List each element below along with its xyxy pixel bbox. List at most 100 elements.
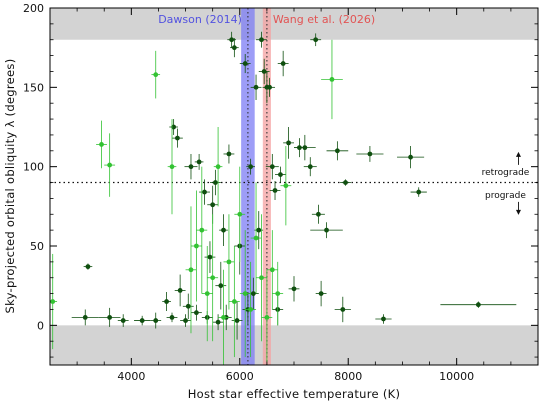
retrograde-arrowhead	[515, 151, 521, 157]
data-point	[194, 310, 199, 316]
y-tick-label: 50	[30, 240, 44, 253]
data-point	[175, 135, 180, 141]
data-point	[261, 69, 267, 74]
data-point	[231, 299, 237, 304]
data-point	[234, 318, 240, 323]
shaded-regions	[50, 8, 538, 365]
data-point	[215, 319, 221, 325]
data-point	[171, 124, 177, 130]
data-point	[231, 45, 237, 51]
data-point	[107, 315, 113, 320]
data-point	[248, 164, 254, 170]
data-point	[316, 211, 321, 217]
data-point	[340, 307, 346, 312]
data-point	[229, 37, 235, 43]
annotations: Dawson (2014) Wang et al. (2026) retrograd…	[158, 13, 530, 215]
data-point	[253, 235, 259, 241]
data-point	[196, 159, 202, 165]
y-tick-label: 150	[23, 81, 44, 94]
data-point	[120, 318, 126, 323]
data-point	[286, 140, 291, 146]
data-point	[50, 299, 56, 304]
axes: 4000 6000 8000 10000 0 50 100 150 200	[23, 2, 538, 383]
band-0	[241, 8, 255, 365]
data-point	[313, 37, 319, 43]
data-point	[275, 291, 281, 296]
data-point	[416, 189, 422, 195]
data-point	[210, 202, 216, 208]
data-point	[212, 180, 218, 185]
data-point	[302, 145, 308, 151]
prograde-label: prograde	[485, 191, 526, 201]
data-points	[50, 31, 517, 365]
data-point	[264, 315, 270, 320]
band-1	[262, 8, 271, 365]
retrograde-label: retrograde	[482, 168, 530, 178]
data-point	[139, 318, 145, 323]
data-point	[278, 172, 283, 178]
data-point	[194, 243, 199, 249]
data-point	[169, 164, 175, 170]
data-point	[169, 315, 175, 320]
data-point	[188, 164, 194, 170]
data-point	[329, 77, 335, 82]
data-point	[272, 188, 278, 193]
data-point	[221, 227, 226, 233]
data-point	[153, 72, 159, 78]
data-point	[226, 259, 232, 265]
data-point	[85, 264, 91, 270]
data-point	[199, 227, 205, 233]
data-point	[210, 275, 216, 281]
plot-frame	[49, 7, 539, 366]
data-point	[324, 227, 329, 233]
data-point	[343, 180, 348, 185]
x-tick-label: 10000	[439, 370, 474, 383]
data-point	[259, 37, 264, 43]
data-point	[177, 288, 183, 293]
data-point	[82, 315, 88, 320]
y-axis-title: Sky-projected orbital obliquity λ (degre…	[3, 58, 17, 313]
data-point	[153, 318, 159, 323]
series-1	[50, 39, 343, 365]
data-point	[367, 151, 373, 157]
data-point	[280, 61, 286, 66]
data-point	[218, 283, 224, 289]
data-point	[207, 254, 213, 260]
data-point	[381, 316, 386, 322]
band-label: Wang et al. (2026)	[273, 13, 375, 26]
series-0	[71, 31, 517, 340]
data-point	[269, 267, 275, 273]
data-point	[107, 162, 113, 168]
data-point	[226, 151, 232, 157]
x-tick-label: 8000	[334, 370, 362, 383]
data-point	[242, 291, 248, 296]
data-point	[204, 291, 210, 296]
data-point	[242, 61, 248, 66]
data-point	[256, 227, 262, 233]
data-point	[267, 84, 272, 90]
data-point	[475, 302, 481, 308]
data-point	[291, 286, 297, 292]
data-point	[318, 291, 324, 296]
data-point	[248, 307, 254, 312]
x-axis-title: Host star effective temperature (K)	[188, 387, 401, 401]
data-point	[185, 303, 191, 309]
data-point	[164, 299, 169, 304]
y-tick-label: 100	[23, 161, 44, 174]
data-point	[183, 318, 188, 323]
band-label: Dawson (2014)	[158, 13, 242, 26]
data-point	[259, 275, 264, 281]
data-point	[408, 154, 413, 160]
y-tick-label: 200	[23, 2, 44, 15]
x-tick-label: 4000	[117, 370, 145, 383]
data-point	[237, 211, 243, 217]
data-point	[215, 164, 221, 170]
x-tick-label: 6000	[226, 370, 254, 383]
shaded-region	[50, 325, 538, 365]
data-point	[188, 267, 194, 273]
y-tick-label: 0	[37, 319, 44, 332]
data-point	[250, 291, 256, 296]
data-point	[283, 183, 289, 189]
prograde-arrowhead	[515, 209, 521, 215]
